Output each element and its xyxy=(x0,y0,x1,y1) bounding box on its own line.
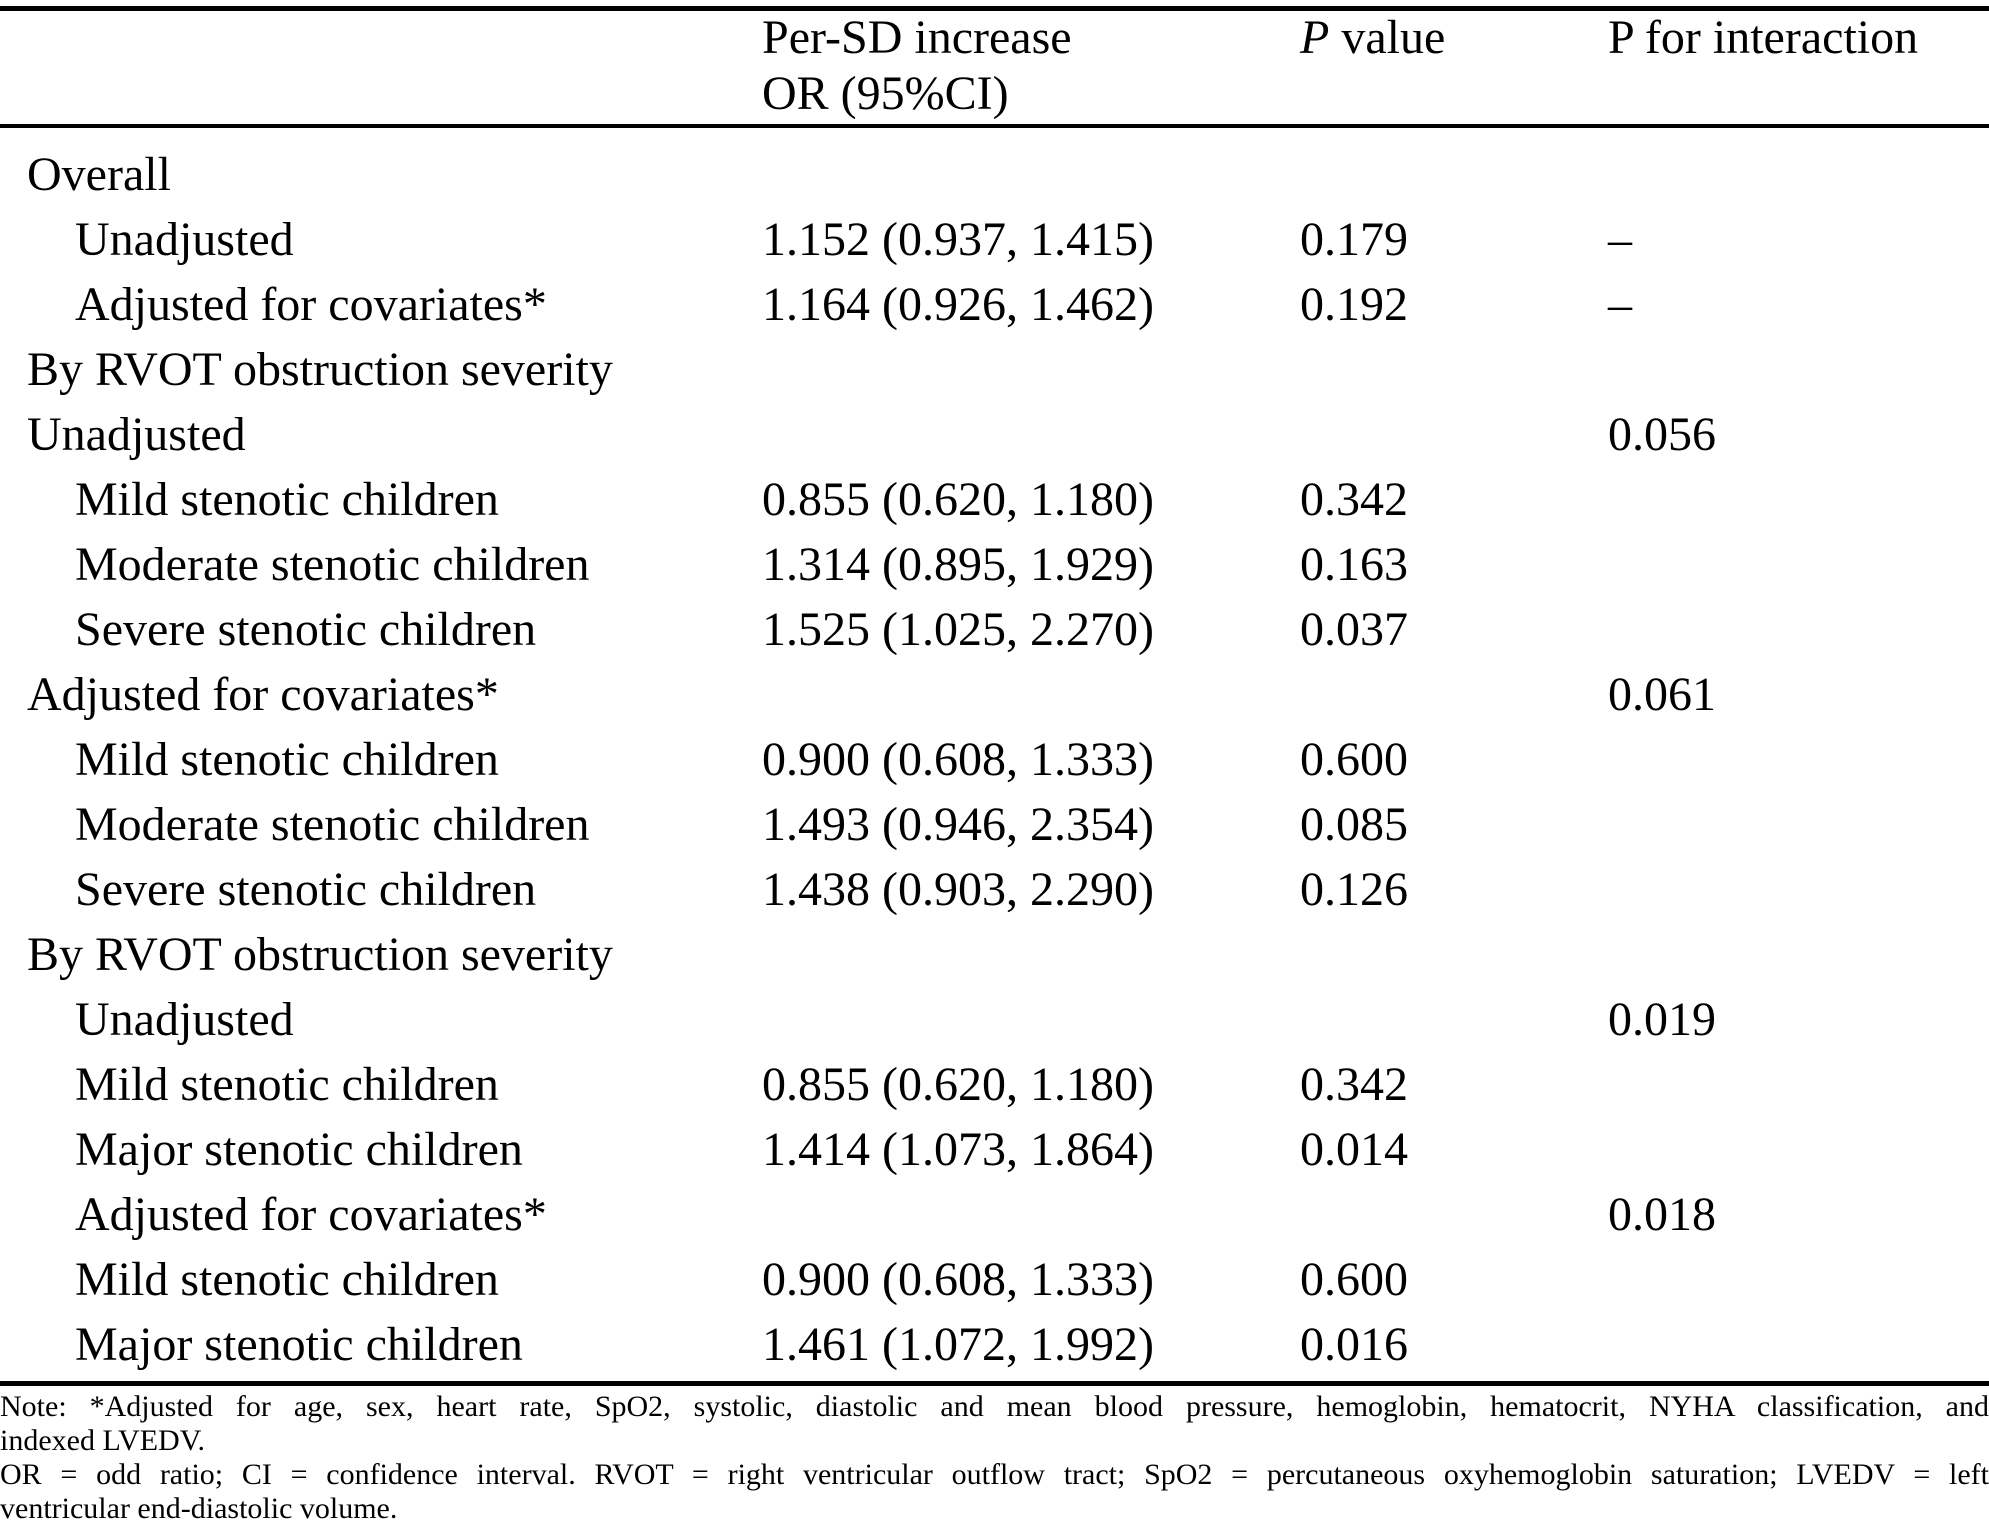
header-p-value: P value xyxy=(1300,10,1608,66)
p-value: 0.600 xyxy=(1300,1253,1408,1306)
or-ci-value: 0.855 (0.620, 1.180) xyxy=(762,1058,1154,1111)
row-label: Adjusted for covariates* xyxy=(75,278,547,331)
row-label: Mild stenotic children xyxy=(75,1253,499,1306)
or-ci-value: 0.900 (0.608, 1.333) xyxy=(762,733,1154,786)
row-label: Unadjusted xyxy=(75,993,294,1046)
table-row: By RVOT obstruction severity xyxy=(0,922,1989,987)
table-header-row: Per-SD increase OR (95%CI) P value P for… xyxy=(0,10,1989,122)
table-bottom-rule xyxy=(0,1381,1989,1386)
p-value: 0.342 xyxy=(1300,473,1408,526)
or-ci-value: 1.164 (0.926, 1.462) xyxy=(762,278,1154,331)
row-label: Unadjusted xyxy=(75,213,294,266)
table-row: Major stenotic children 1.461 (1.072, 1.… xyxy=(0,1312,1989,1377)
p-interaction-value: – xyxy=(1608,213,1632,266)
header-per-sd-line1: Per-SD increase xyxy=(762,11,1072,64)
table-row: Major stenotic children 1.414 (1.073, 1.… xyxy=(0,1117,1989,1182)
p-interaction-value: 0.018 xyxy=(1608,1188,1716,1241)
or-ci-value: 1.152 (0.937, 1.415) xyxy=(762,213,1154,266)
header-per-sd-line2: OR (95%CI) xyxy=(762,67,1009,120)
p-value: 0.037 xyxy=(1300,603,1408,656)
p-interaction-value: 0.019 xyxy=(1608,993,1716,1046)
row-label: Severe stenotic children xyxy=(75,863,537,916)
or-ci-value: 1.525 (1.025, 2.270) xyxy=(762,603,1154,656)
table-row: Moderate stenotic children 1.493 (0.946,… xyxy=(0,792,1989,857)
table-row: Mild stenotic children 0.855 (0.620, 1.1… xyxy=(0,467,1989,532)
table-row: By RVOT obstruction severity xyxy=(0,337,1989,402)
table-row: Unadjusted 1.152 (0.937, 1.415) 0.179 – xyxy=(0,207,1989,272)
table-row: Adjusted for covariates* 0.018 xyxy=(0,1182,1989,1247)
table-row: Moderate stenotic children 1.314 (0.895,… xyxy=(0,532,1989,597)
footnote-abbrev-line2: ventricular end-diastolic volume. xyxy=(0,1492,398,1525)
p-value: 0.016 xyxy=(1300,1318,1408,1371)
p-value: 0.163 xyxy=(1300,538,1408,591)
table-row: Severe stenotic children 1.438 (0.903, 2… xyxy=(0,857,1989,922)
p-interaction-value: 0.061 xyxy=(1608,668,1716,721)
or-ci-value: 0.855 (0.620, 1.180) xyxy=(762,473,1154,526)
p-value: 0.342 xyxy=(1300,1058,1408,1111)
table-footnotes: Note: *Adjusted for age, sex, heart rate… xyxy=(0,1390,1989,1526)
header-per-sd-or-ci: Per-SD increase OR (95%CI) xyxy=(762,10,1300,122)
p-value: 0.085 xyxy=(1300,798,1408,851)
p-value: 0.192 xyxy=(1300,278,1408,331)
row-label: Adjusted for covariates* xyxy=(75,1188,547,1241)
row-label: Major stenotic children xyxy=(75,1123,523,1176)
row-label: Major stenotic children xyxy=(75,1318,523,1371)
table-row: Adjusted for covariates* 1.164 (0.926, 1… xyxy=(0,272,1989,337)
table-row: Adjusted for covariates* 0.061 xyxy=(0,662,1989,727)
p-value: 0.014 xyxy=(1300,1123,1408,1176)
header-p-value-italic-p: P xyxy=(1300,11,1330,64)
footnote-note-line1: Note: *Adjusted for age, sex, heart rate… xyxy=(0,1390,1989,1423)
row-label: Adjusted for covariates* xyxy=(27,668,499,721)
p-interaction-value: – xyxy=(1608,278,1632,331)
row-label: Mild stenotic children xyxy=(75,473,499,526)
row-label: Unadjusted xyxy=(27,408,246,461)
table-row: Mild stenotic children 0.855 (0.620, 1.1… xyxy=(0,1052,1989,1117)
row-label: Moderate stenotic children xyxy=(75,798,590,851)
table-row: Unadjusted 0.019 xyxy=(0,987,1989,1052)
row-label: Overall xyxy=(27,148,171,201)
p-value: 0.179 xyxy=(1300,213,1408,266)
or-ci-value: 1.414 (1.073, 1.864) xyxy=(762,1123,1154,1176)
or-ci-value: 1.493 (0.946, 2.354) xyxy=(762,798,1154,851)
table-row: Overall xyxy=(0,142,1989,207)
row-label: Mild stenotic children xyxy=(75,733,499,786)
table-row: Severe stenotic children 1.525 (1.025, 2… xyxy=(0,597,1989,662)
row-label: Moderate stenotic children xyxy=(75,538,590,591)
or-ci-value: 1.461 (1.072, 1.992) xyxy=(762,1318,1154,1371)
table-row: Mild stenotic children 0.900 (0.608, 1.3… xyxy=(0,1247,1989,1312)
p-value: 0.126 xyxy=(1300,863,1408,916)
table-row: Mild stenotic children 0.900 (0.608, 1.3… xyxy=(0,727,1989,792)
row-label: By RVOT obstruction severity xyxy=(27,928,613,981)
footnote-note-line2: indexed LVEDV. xyxy=(0,1424,205,1457)
p-interaction-value: 0.056 xyxy=(1608,408,1716,461)
table-row: Unadjusted 0.056 xyxy=(0,402,1989,467)
table-body: Overall Unadjusted 1.152 (0.937, 1.415) … xyxy=(0,142,1989,1377)
or-ci-value: 1.314 (0.895, 1.929) xyxy=(762,538,1154,591)
or-ci-value: 1.438 (0.903, 2.290) xyxy=(762,863,1154,916)
row-label: Mild stenotic children xyxy=(75,1058,499,1111)
row-label: By RVOT obstruction severity xyxy=(27,343,613,396)
header-p-for-interaction: P for interaction xyxy=(1608,11,1919,64)
p-value: 0.600 xyxy=(1300,733,1408,786)
table-header-rule xyxy=(0,124,1989,128)
header-p-value-rest: value xyxy=(1329,11,1446,64)
row-label: Severe stenotic children xyxy=(75,603,537,656)
footnote-abbrev-line1: OR = odd ratio; CI = confidence interval… xyxy=(0,1458,1989,1491)
table-top-rule xyxy=(0,6,1989,11)
or-ci-value: 0.900 (0.608, 1.333) xyxy=(762,1253,1154,1306)
